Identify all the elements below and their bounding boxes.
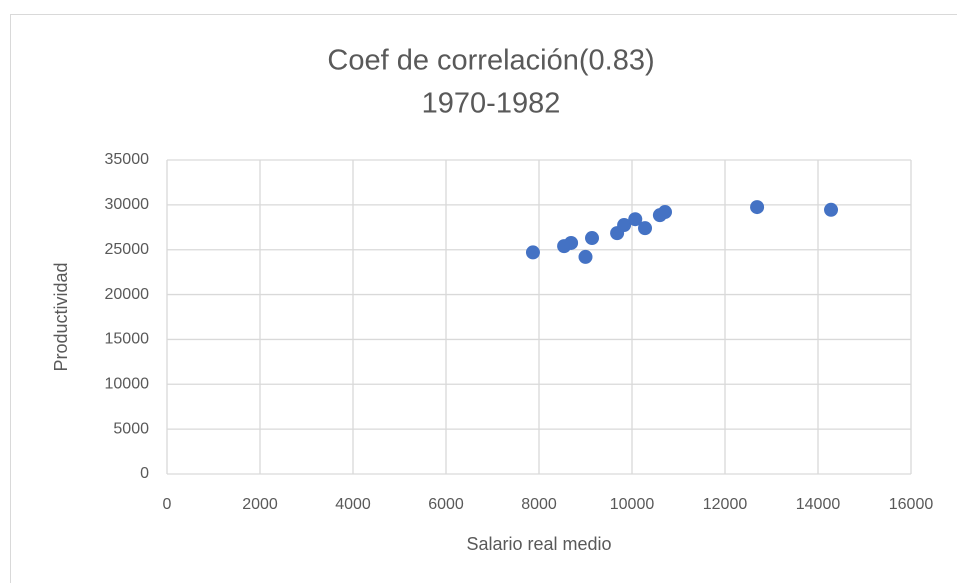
point	[564, 235, 579, 250]
x-tick-label: 0	[163, 496, 172, 513]
point	[617, 218, 632, 233]
chart-subtitle: 1970-1982	[422, 88, 561, 120]
x-tick-label: 6000	[428, 496, 464, 513]
x-tick-label: 16000	[889, 496, 934, 513]
x-tick-label: 12000	[703, 496, 748, 513]
point	[585, 231, 600, 246]
point	[638, 221, 653, 236]
point	[525, 245, 540, 260]
x-tick-label: 10000	[610, 496, 655, 513]
point	[824, 202, 839, 217]
y-tick-label: 0	[140, 465, 149, 482]
point	[658, 205, 673, 220]
point	[578, 249, 593, 264]
point	[628, 212, 643, 227]
y-tick-label: 25000	[105, 241, 150, 258]
x-tick-label: 14000	[796, 496, 841, 513]
point	[750, 200, 765, 215]
x-tick-label: 4000	[335, 496, 371, 513]
y-tick-label: 20000	[105, 286, 150, 303]
x-axis-title: Salario real medio	[466, 534, 611, 554]
y-tick-label: 15000	[105, 331, 150, 348]
chart-title: Coef de correlación(0.83)	[327, 45, 654, 77]
y-tick-label: 35000	[105, 151, 150, 168]
y-axis-title: Productividad	[51, 262, 71, 371]
y-tick-label: 10000	[105, 376, 150, 393]
chart-border	[10, 14, 957, 583]
x-tick-label: 8000	[521, 496, 557, 513]
x-tick-label: 2000	[242, 496, 278, 513]
y-tick-label: 30000	[105, 196, 150, 213]
y-tick-label: 5000	[113, 420, 149, 437]
